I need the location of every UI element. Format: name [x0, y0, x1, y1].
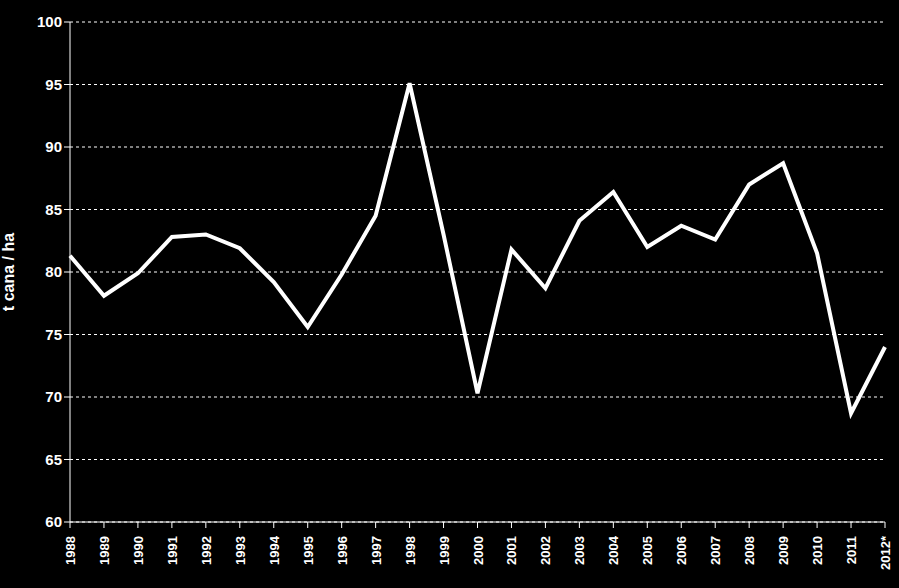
svg-text:1995: 1995	[301, 536, 316, 565]
svg-text:2002: 2002	[538, 536, 553, 565]
svg-text:1990: 1990	[131, 536, 146, 565]
svg-text:60: 60	[45, 513, 62, 530]
svg-text:75: 75	[45, 326, 62, 343]
svg-text:1997: 1997	[369, 536, 384, 565]
svg-text:65: 65	[45, 451, 62, 468]
svg-text:1998: 1998	[403, 536, 418, 565]
svg-text:95: 95	[45, 76, 62, 93]
svg-text:1996: 1996	[335, 536, 350, 565]
svg-text:1993: 1993	[233, 536, 248, 565]
svg-text:2011: 2011	[844, 536, 859, 564]
svg-text:1991: 1991	[165, 536, 180, 565]
svg-text:t cana / ha: t cana / ha	[8, 233, 17, 311]
svg-text:2009: 2009	[776, 536, 791, 565]
svg-text:2001: 2001	[504, 536, 519, 565]
svg-text:2003: 2003	[572, 536, 587, 565]
svg-text:100: 100	[37, 13, 62, 30]
svg-text:1992: 1992	[199, 536, 214, 565]
svg-text:2008: 2008	[742, 536, 757, 565]
svg-text:2012*: 2012*	[878, 535, 891, 570]
svg-text:2005: 2005	[640, 536, 655, 565]
svg-text:2006: 2006	[674, 536, 689, 565]
svg-text:2007: 2007	[708, 536, 723, 565]
svg-text:1988: 1988	[63, 536, 78, 565]
svg-text:85: 85	[45, 201, 62, 218]
svg-text:1994: 1994	[267, 535, 282, 565]
svg-text:2010: 2010	[810, 536, 825, 565]
svg-text:1989: 1989	[97, 536, 112, 565]
svg-text:2004: 2004	[606, 535, 621, 565]
svg-text:80: 80	[45, 263, 62, 280]
svg-text:2000: 2000	[471, 536, 486, 565]
svg-text:1999: 1999	[437, 536, 452, 565]
svg-text:90: 90	[45, 138, 62, 155]
svg-text:70: 70	[45, 388, 62, 405]
